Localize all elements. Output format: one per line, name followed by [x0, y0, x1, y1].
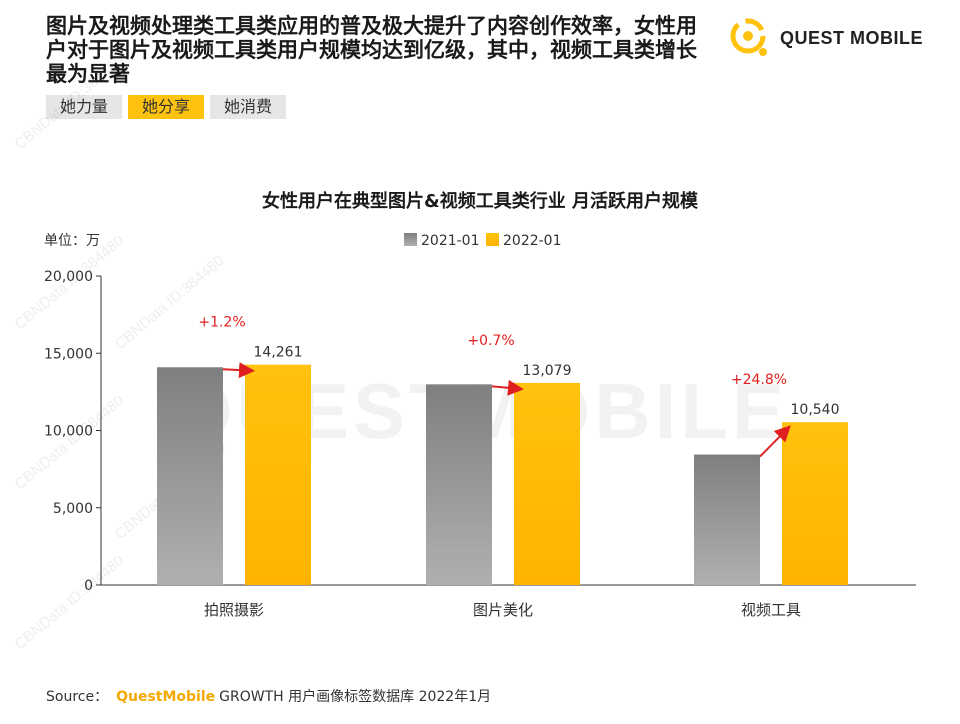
watermark-id-text: CBNData ID:384480	[12, 552, 128, 653]
x-tick-label: 图片美化	[473, 601, 533, 619]
growth-label: +1.2%	[198, 315, 245, 331]
legend-label-2021-01: 2021-01	[421, 233, 480, 249]
unit-label: 单位：万	[44, 233, 100, 249]
category-tabs: 她力量 她分享 她消费	[46, 95, 287, 119]
y-tick-label: 0	[84, 578, 93, 594]
legend-label-2022-01: 2022-01	[503, 233, 562, 249]
growth-label: +24.8%	[731, 372, 787, 388]
x-tick-label: 拍照摄影	[204, 601, 264, 619]
tab-her-consumption[interactable]: 她消费	[210, 95, 287, 119]
chart-title: 女性用户在典型图片&视频工具类行业 月活跃用户规模	[262, 190, 699, 212]
watermark-id-text: CBNData ID:384480	[112, 252, 228, 353]
watermark-id-text: CBNData ID:384480	[12, 52, 128, 153]
growth-arrow	[222, 362, 255, 379]
y-tick-label: 15,000	[44, 346, 93, 362]
growth-arrow	[491, 379, 524, 396]
legend-swatch-2021-01	[404, 233, 417, 246]
questmobile-logo: QUEST MOBILE	[728, 14, 923, 62]
y-tick-label: 20,000	[44, 269, 93, 285]
x-tick-label: 视频工具	[741, 601, 801, 619]
logo-text: QUEST MOBILE	[780, 27, 924, 48]
bar-2021-01-视频工具	[694, 454, 760, 585]
y-tick-label: 10,000	[44, 424, 93, 440]
page-headline: 图片及视频处理类工具类应用的普及极大提升了内容创作效率，女性用户对于图片及视频工…	[46, 14, 697, 86]
growth-arrow	[759, 425, 791, 458]
source-prefix: Source：	[46, 689, 109, 705]
watermark-id-text: CBNData ID:384480	[12, 392, 128, 493]
tab-her-power[interactable]: 她力量	[46, 95, 123, 119]
bar-2021-01-拍照摄影	[157, 367, 223, 585]
data-label: 14,261	[254, 345, 303, 361]
data-label: 10,540	[791, 402, 840, 418]
source-rest: GROWTH 用户画像标签数据库 2022年1月	[219, 689, 492, 705]
legend-swatch-2022-01	[486, 233, 499, 246]
questmobile-logo-icon	[730, 18, 767, 56]
source-note: Source： QuestMobile GROWTH 用户画像标签数据库 202…	[46, 686, 491, 706]
growth-label: +0.7%	[467, 333, 514, 349]
bar-2021-01-图片美化	[426, 384, 492, 585]
y-tick-label: 5,000	[53, 501, 93, 517]
data-label: 13,079	[523, 363, 572, 379]
bar-2022-01-图片美化	[514, 382, 580, 585]
tab-her-sharing[interactable]: 她分享	[128, 95, 205, 119]
bar-2022-01-视频工具	[782, 422, 848, 585]
bar-2022-01-拍照摄影	[245, 364, 311, 585]
source-brand: QuestMobile	[116, 689, 216, 705]
